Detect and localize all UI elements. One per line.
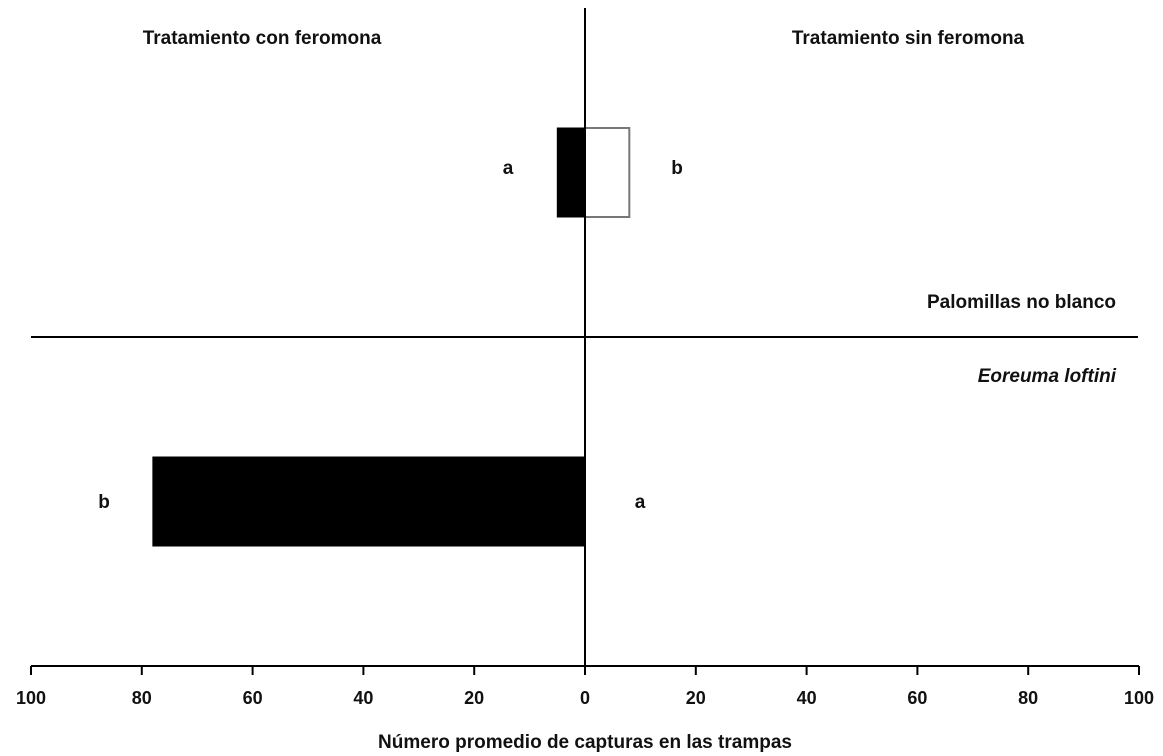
x-tick-label: 40 xyxy=(353,688,373,708)
x-tick-label: 20 xyxy=(686,688,706,708)
x-tick-label: 80 xyxy=(132,688,152,708)
x-axis-title: Número promedio de capturas en las tramp… xyxy=(378,732,792,753)
axes-layer xyxy=(31,8,1139,667)
bar-left-non-target xyxy=(556,127,586,218)
x-tick-label: 0 xyxy=(580,688,590,708)
x-tick-label: 100 xyxy=(1124,688,1154,708)
x-tick-label: 100 xyxy=(16,688,46,708)
bars-layer xyxy=(152,127,631,547)
sig-letter-left-non-target: a xyxy=(503,158,514,179)
category-label-eoreuma: Eoreuma loftini xyxy=(978,366,1117,387)
sig-letter-right-non-target: b xyxy=(671,158,683,179)
right-side-header: Tratamiento sin feromona xyxy=(792,28,1025,49)
bar-left-eoreuma xyxy=(152,456,586,547)
bar-right-non-target xyxy=(584,127,631,218)
left-side-header: Tratamiento con feromona xyxy=(143,28,382,49)
x-tick-label: 60 xyxy=(907,688,927,708)
x-tick-label: 80 xyxy=(1018,688,1038,708)
x-tick-label: 60 xyxy=(243,688,263,708)
x-tick-label: 20 xyxy=(464,688,484,708)
ticks-layer: 100 80 60 40 20 0 20 40 60 80 100 xyxy=(16,666,1154,708)
sig-letter-left-eoreuma: b xyxy=(98,492,110,513)
category-label-non-target: Palomillas no blanco xyxy=(927,292,1116,313)
x-tick-label: 40 xyxy=(797,688,817,708)
sig-letter-right-eoreuma: a xyxy=(635,492,646,513)
